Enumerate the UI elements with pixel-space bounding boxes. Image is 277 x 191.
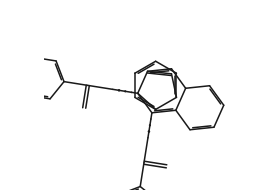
Circle shape [119, 90, 120, 91]
Circle shape [125, 91, 126, 92]
Circle shape [148, 131, 150, 132]
